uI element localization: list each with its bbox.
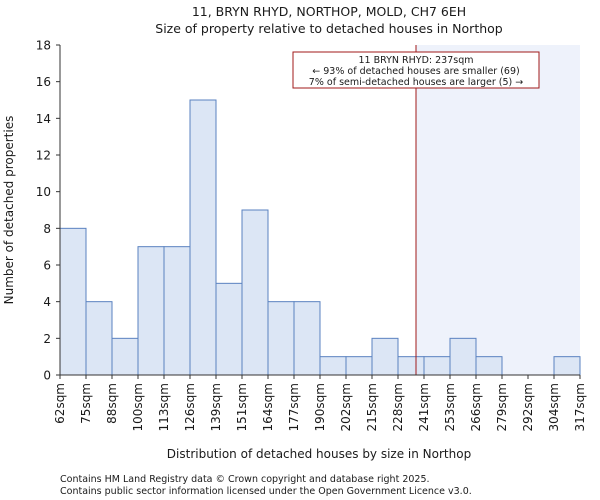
histogram-bar-100sqm [137,246,165,376]
annotation-line-3: 7% of semi-detached houses are larger (5… [309,77,523,88]
histogram-bar-202sqm [345,356,373,376]
x-tick-label: 266sqm [469,383,483,431]
histogram-bar-215sqm [371,337,399,376]
x-tick-label: 279sqm [495,383,509,431]
x-tick-label: 215sqm [365,383,379,431]
y-tick-label: 4 [43,295,51,309]
x-tick-label: 139sqm [209,383,223,431]
chart-title: 11, BRYN RHYD, NORTHOP, MOLD, CH7 6EH [192,4,466,19]
histogram-bar-304sqm [553,356,581,376]
y-tick-label: 12 [36,149,51,163]
histogram-bar-139sqm [215,282,243,376]
y-tick-label: 6 [43,259,51,273]
x-tick-label: 88sqm [105,383,119,424]
y-tick-label: 18 [36,39,51,53]
x-tick-label: 100sqm [131,383,145,431]
annotation-line-2: ← 93% of detached houses are smaller (69… [312,66,519,77]
y-tick-label: 16 [36,75,51,89]
annotation-box [292,51,540,89]
x-tick-label: 126sqm [183,383,197,431]
x-tick-label: 228sqm [391,383,405,431]
histogram-bar-113sqm [163,246,191,376]
histogram-bar-190sqm [319,356,347,376]
annotation-line-1: 11 BRYN RHYD: 237sqm [359,55,474,66]
x-tick-label: 304sqm [547,383,561,431]
x-tick-label: 241sqm [417,383,431,431]
x-tick-label: 113sqm [157,383,171,431]
chart-subtitle: Size of property relative to detached ho… [155,21,503,36]
histogram-bar-88sqm [111,337,139,376]
x-tick-label: 317sqm [573,383,587,431]
y-tick-label: 0 [43,369,51,383]
histogram-bar-241sqm [423,356,451,376]
y-axis-label: Number of detached properties [2,116,16,305]
x-tick-label: 202sqm [339,383,353,431]
x-tick-label: 62sqm [53,383,67,424]
larger-region-shade [416,45,580,375]
x-tick-label: 292sqm [521,383,535,431]
x-tick-label: 177sqm [287,383,301,431]
histogram-bar-164sqm [267,301,295,376]
histogram-bar-62sqm [59,227,87,376]
y-tick-label: 2 [43,332,51,346]
y-tick-label: 10 [36,185,51,199]
histogram-bar-75sqm [85,301,113,376]
y-tick-label: 14 [36,112,51,126]
histogram-bar-151sqm [241,209,269,376]
marker-annotation: 11 BRYN RHYD: 237sqm ← 93% of detached h… [292,51,540,89]
x-tick-label: 151sqm [235,383,249,431]
histogram-bar-266sqm [475,356,503,376]
histogram-bar-177sqm [293,301,321,376]
histogram-bar-228sqm [397,356,425,376]
histogram-bar-126sqm [189,99,217,376]
x-tick-label: 190sqm [313,383,327,431]
footer-line-1: Contains HM Land Registry data © Crown c… [60,474,430,485]
footer-line-2: Contains public sector information licen… [60,486,472,497]
y-tick-label: 8 [43,222,51,236]
x-tick-label: 164sqm [261,383,275,431]
histogram-bar-253sqm [449,337,477,376]
x-axis-label: Distribution of detached houses by size … [167,447,471,461]
x-tick-label: 253sqm [443,383,457,431]
x-tick-label: 75sqm [79,383,93,424]
